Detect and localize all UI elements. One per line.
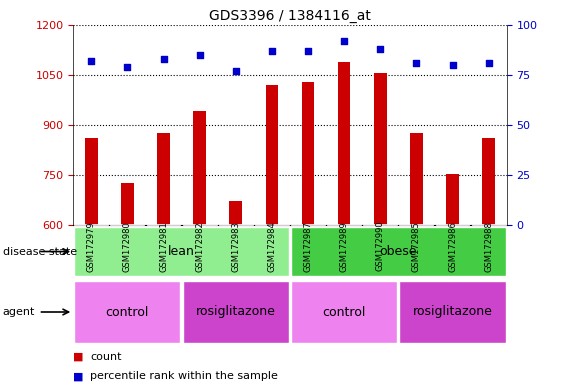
Point xyxy=(123,64,132,70)
Point xyxy=(484,60,493,66)
Point xyxy=(87,58,96,64)
Text: GSM172980: GSM172980 xyxy=(123,221,132,271)
Bar xyxy=(193,111,206,225)
Text: GSM172979: GSM172979 xyxy=(87,221,96,271)
Text: GSM172986: GSM172986 xyxy=(448,221,457,271)
Bar xyxy=(338,61,350,225)
FancyBboxPatch shape xyxy=(74,227,289,276)
Text: rosiglitazone: rosiglitazone xyxy=(196,306,276,318)
FancyBboxPatch shape xyxy=(291,281,397,343)
Text: GSM172989: GSM172989 xyxy=(339,221,348,271)
Bar xyxy=(446,174,459,225)
Text: disease state: disease state xyxy=(3,247,77,257)
Bar xyxy=(302,81,314,225)
Text: ■: ■ xyxy=(73,371,84,381)
Text: percentile rank within the sample: percentile rank within the sample xyxy=(90,371,278,381)
Text: ■: ■ xyxy=(73,352,84,362)
Bar xyxy=(157,133,170,225)
Bar xyxy=(374,73,387,225)
Point xyxy=(376,46,385,52)
Text: rosiglitazone: rosiglitazone xyxy=(413,306,493,318)
Bar xyxy=(266,85,278,225)
Text: GSM172988: GSM172988 xyxy=(484,221,493,271)
FancyBboxPatch shape xyxy=(182,281,289,343)
Bar xyxy=(121,183,133,225)
FancyBboxPatch shape xyxy=(74,281,181,343)
Point xyxy=(159,56,168,62)
Bar xyxy=(482,138,495,225)
Title: GDS3396 / 1384116_at: GDS3396 / 1384116_at xyxy=(209,8,371,23)
Text: GSM172984: GSM172984 xyxy=(267,221,276,271)
Point xyxy=(339,38,348,44)
Text: GSM172987: GSM172987 xyxy=(303,221,312,271)
Text: agent: agent xyxy=(3,307,35,317)
Text: count: count xyxy=(90,352,122,362)
FancyBboxPatch shape xyxy=(399,281,506,343)
FancyBboxPatch shape xyxy=(291,227,506,276)
Text: obese: obese xyxy=(379,245,417,258)
Bar xyxy=(410,133,423,225)
Text: GSM172985: GSM172985 xyxy=(412,221,421,271)
Point xyxy=(267,48,276,54)
Bar xyxy=(85,138,97,225)
Text: GSM172981: GSM172981 xyxy=(159,221,168,271)
Text: GSM172983: GSM172983 xyxy=(231,221,240,271)
Text: lean: lean xyxy=(168,245,195,258)
Point xyxy=(412,60,421,66)
Text: control: control xyxy=(323,306,366,318)
Bar xyxy=(230,201,242,225)
Text: GSM172982: GSM172982 xyxy=(195,221,204,271)
Text: GSM172990: GSM172990 xyxy=(376,221,385,271)
Point xyxy=(231,68,240,74)
Point xyxy=(195,52,204,58)
Point xyxy=(303,48,312,54)
Text: control: control xyxy=(106,306,149,318)
Point xyxy=(448,62,457,68)
